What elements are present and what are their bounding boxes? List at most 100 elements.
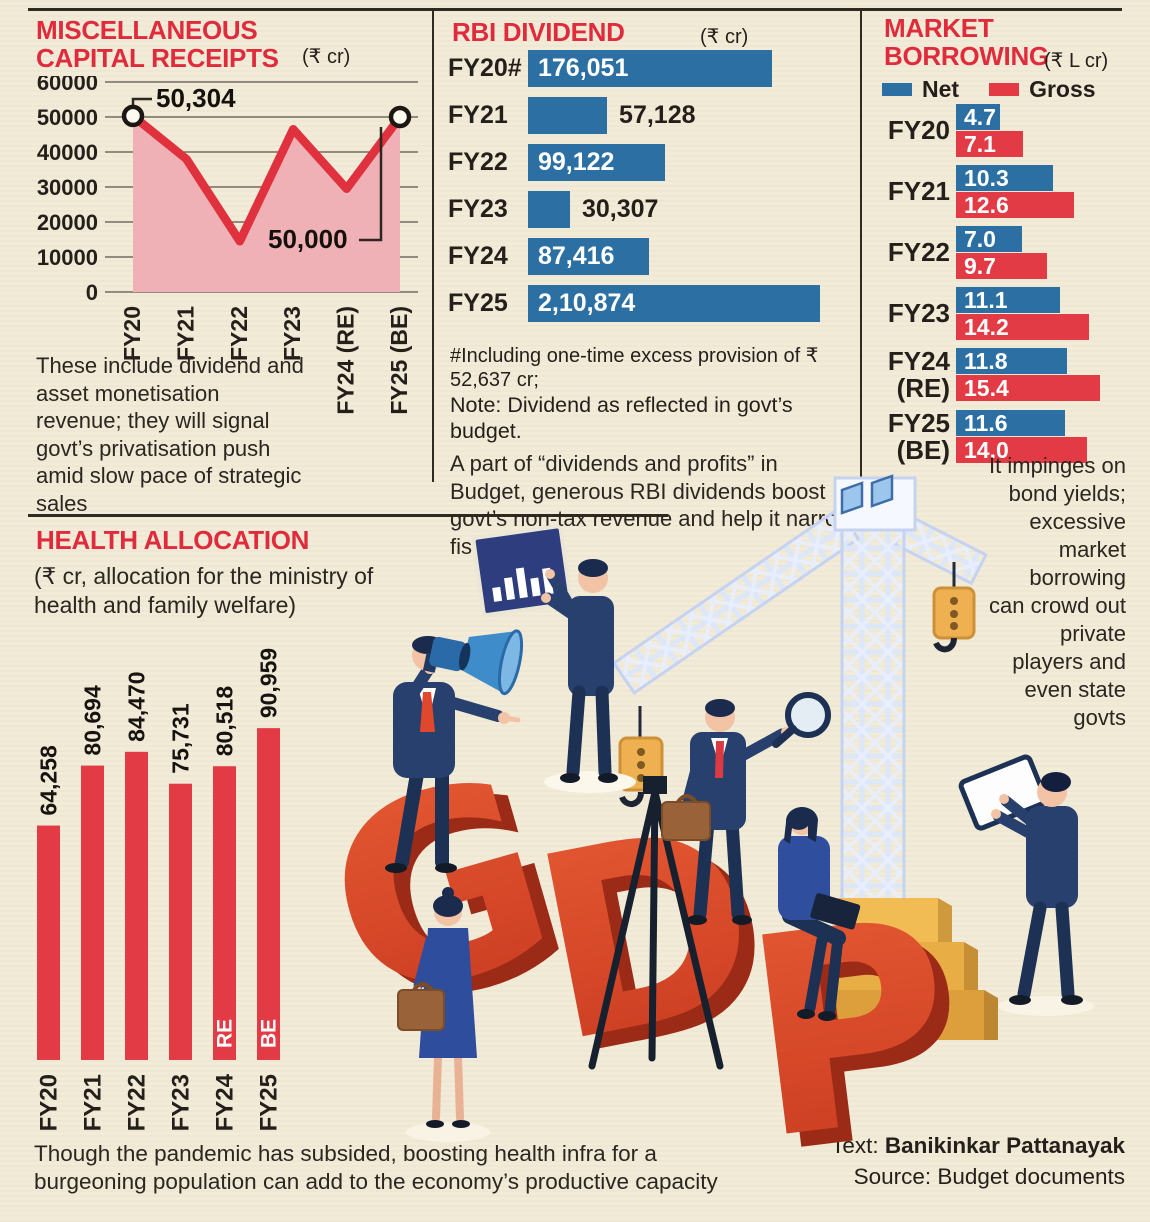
rbi-value-label: 57,128 bbox=[619, 101, 696, 129]
gross-legend-label: Gross bbox=[1029, 76, 1096, 102]
misc-area-chart: 60000 50000 40000 30000 20000 10000 0 50,304 50,… bbox=[37, 76, 418, 415]
market-net-bar: 11.6 bbox=[956, 410, 1065, 436]
rbi-footnote-1: #Including one-time excess provision of … bbox=[450, 345, 819, 391]
market-value-label: 14.0 bbox=[964, 436, 1009, 463]
market-group: FY24 (RE) 11.8 15.4 bbox=[876, 348, 1128, 402]
rbi-row: FY21 57,128 bbox=[448, 97, 856, 134]
market-year-label-line: FY24 bbox=[887, 346, 950, 376]
y-tick-label: 10000 bbox=[37, 245, 98, 270]
svg-text:D: D bbox=[515, 769, 779, 1101]
health-value-label: 90,959 bbox=[256, 648, 282, 718]
market-group: FY20 4.7 7.1 bbox=[876, 104, 1128, 157]
health-inner-label: BE bbox=[258, 1019, 281, 1048]
market-value-label: 7.1 bbox=[964, 130, 996, 157]
ground-shadow bbox=[998, 996, 1094, 1016]
market-value-label: 12.6 bbox=[964, 191, 1009, 218]
y-tick-label: 60000 bbox=[37, 76, 98, 95]
tie bbox=[420, 692, 435, 732]
market-year-label-line: FY23 bbox=[887, 298, 950, 328]
person-megaphone bbox=[385, 629, 524, 873]
rbi-row: FY20# 176,051 bbox=[448, 50, 856, 87]
divider-mid-right bbox=[860, 10, 862, 482]
credits: Text: Banikinkar Pattanayak Source: Budg… bbox=[780, 1130, 1125, 1192]
rbi-year-label: FY22 bbox=[448, 148, 508, 176]
rbi-row: FY23 30,307 bbox=[448, 191, 856, 228]
rbi-row: FY25 2,10,874 bbox=[448, 285, 856, 322]
rbi-bar: 87,416 bbox=[528, 238, 649, 275]
rbi-bar: 99,122 bbox=[528, 144, 666, 181]
svg-text:D: D bbox=[530, 781, 794, 1113]
rbi-footnote-2: Note: Dividend as reflected in govt’s bu… bbox=[450, 393, 793, 443]
ground-shadow bbox=[544, 771, 636, 793]
data-marker bbox=[121, 104, 145, 128]
credit-source-line: Source: Budget documents bbox=[853, 1164, 1125, 1189]
health-bar bbox=[81, 765, 104, 1060]
credit-author: Banikinkar Pattanayak bbox=[884, 1133, 1125, 1158]
briefcase-icon bbox=[661, 794, 711, 841]
market-year-label-line: (BE) bbox=[896, 435, 950, 465]
market-year-label-line: FY25 bbox=[887, 408, 950, 438]
hair bbox=[784, 806, 818, 844]
market-group: FY23 11.1 14.2 bbox=[876, 287, 1128, 340]
health-value-label: 80,518 bbox=[212, 686, 238, 757]
rbi-value-label: 87,416 bbox=[538, 242, 615, 270]
point-value-label: 50,304 bbox=[156, 83, 236, 113]
crane bbox=[611, 474, 998, 1040]
market-year-label: FY21 bbox=[876, 165, 956, 218]
misc-note: These include dividend and asset monetis… bbox=[36, 353, 304, 516]
misc-unit: (₹ cr) bbox=[302, 46, 351, 68]
market-group: FY25 (BE) 11.6 14.0 bbox=[876, 410, 1128, 464]
health-category-label: FY25 bbox=[256, 1074, 283, 1131]
rbi-row: FY24 87,416 bbox=[448, 238, 856, 275]
rbi-year-label: FY24 bbox=[448, 242, 508, 270]
market-gross-bar: 7.1 bbox=[956, 131, 1023, 157]
data-line bbox=[128, 111, 405, 246]
pulley-hook-icon bbox=[618, 736, 664, 807]
rbi-value-label: 176,051 bbox=[538, 54, 629, 82]
rbi-paragraph: A part of “dividends and profits” in Bud… bbox=[450, 451, 854, 559]
market-title-line2: BORROWING bbox=[884, 41, 1049, 71]
health-bar bbox=[37, 825, 60, 1060]
top-rule bbox=[28, 8, 1122, 11]
crane-pedestal bbox=[794, 898, 998, 1040]
market-value-label: 11.1 bbox=[964, 286, 1008, 313]
health-value-label: 75,731 bbox=[168, 703, 194, 774]
rbi-value-label: 30,307 bbox=[581, 195, 659, 223]
market-value-label: 10.3 bbox=[964, 164, 1009, 191]
market-title: MARKET BORROWING bbox=[884, 14, 1049, 70]
market-bars: 10.3 12.6 bbox=[956, 164, 1075, 218]
y-tick-label: 20000 bbox=[37, 210, 98, 235]
market-year-label: FY20 bbox=[876, 104, 956, 157]
tablet-icon bbox=[958, 754, 1048, 831]
market-year-label-line: FY22 bbox=[887, 237, 950, 267]
x-category-label: FY22 bbox=[226, 306, 252, 361]
market-gross-bar: 9.7 bbox=[956, 253, 1047, 279]
market-net-bar: 11.1 bbox=[956, 286, 1061, 313]
market-value-label: 11.8 bbox=[964, 347, 1008, 374]
x-category-label: FY20 bbox=[119, 306, 145, 361]
rbi-unit: (₹ cr) bbox=[700, 26, 749, 48]
market-year-label-line: (RE) bbox=[896, 373, 950, 403]
market-gross-bar: 15.4 bbox=[956, 375, 1101, 401]
misc-title-line1: MISCELLANEOUS bbox=[36, 15, 258, 45]
market-bars: 4.7 7.1 bbox=[956, 104, 1023, 157]
health-bar bbox=[125, 751, 148, 1060]
data-marker bbox=[388, 105, 412, 129]
y-tick-label: 40000 bbox=[37, 140, 98, 165]
point-value-label: 50,000 bbox=[268, 224, 348, 254]
market-year-label: FY23 bbox=[876, 287, 956, 340]
gross-legend-swatch bbox=[989, 83, 1020, 96]
market-year-label: FY24 (RE) bbox=[876, 348, 956, 402]
market-value-label: 4.7 bbox=[964, 103, 996, 130]
market-bars: 7.0 9.7 bbox=[956, 226, 1047, 279]
x-category-label: FY25 (BE) bbox=[386, 306, 412, 415]
market-net-bar: 11.8 bbox=[956, 348, 1067, 374]
rbi-bar bbox=[528, 97, 608, 134]
health-category-label: FY21 bbox=[80, 1074, 107, 1131]
y-tick-label: 50000 bbox=[37, 105, 98, 130]
health-category-label: FY22 bbox=[124, 1074, 151, 1131]
tie bbox=[715, 741, 724, 778]
rbi-value-label: 99,122 bbox=[538, 148, 615, 176]
rbi-year-label: FY21 bbox=[448, 101, 508, 129]
y-tick-label: 30000 bbox=[37, 175, 98, 200]
